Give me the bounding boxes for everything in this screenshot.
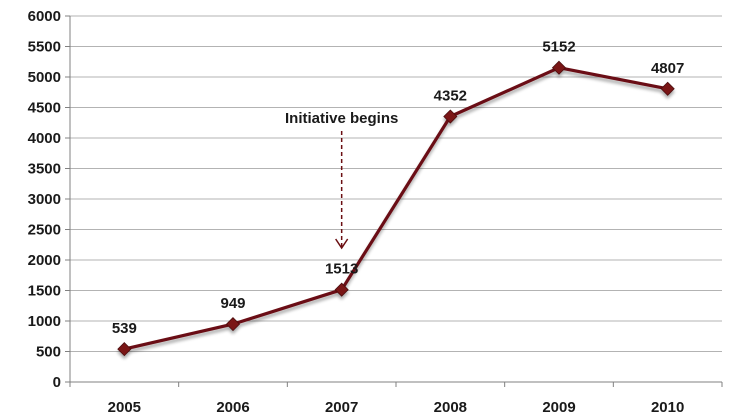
y-tick-label: 2000 xyxy=(28,252,61,269)
data-point xyxy=(660,81,675,96)
data-point xyxy=(334,282,349,297)
y-tick-label: 4500 xyxy=(28,100,61,117)
y-tick-label: 4000 xyxy=(28,130,61,147)
data-point xyxy=(443,109,458,124)
x-tick-label: 2009 xyxy=(542,399,575,416)
x-tick-label: 2006 xyxy=(216,399,249,416)
data-labels: 539 949 1513 4352 5152 4807 xyxy=(112,39,685,337)
x-tick-label: 2005 xyxy=(108,399,141,416)
x-tick-label: 2007 xyxy=(325,399,358,416)
y-tick-label: 1000 xyxy=(28,313,61,330)
y-tick-label: 1500 xyxy=(28,283,61,300)
annotation-arrow-head xyxy=(335,238,349,250)
data-label: 4807 xyxy=(651,60,684,77)
y-tick-label: 3500 xyxy=(28,161,61,178)
y-tick-label: 6000 xyxy=(28,8,61,25)
x-tick-label: 2010 xyxy=(651,399,684,416)
annotation-label: Initiative begins xyxy=(285,110,398,127)
data-label: 949 xyxy=(220,295,245,312)
data-point xyxy=(551,60,567,75)
x-axis: 2005 2006 2007 2008 2009 2010 xyxy=(69,381,723,416)
y-tick-label: 3000 xyxy=(28,191,61,208)
gridlines xyxy=(70,15,722,352)
y-axis: 0 500 1000 1500 2000 2500 3000 3500 4000 4500 5000… xyxy=(28,8,71,391)
series xyxy=(117,60,675,357)
data-label: 1513 xyxy=(325,261,358,278)
data-point xyxy=(225,317,241,332)
y-tick-label: 5000 xyxy=(28,69,61,86)
y-tick-label: 0 xyxy=(53,374,61,391)
data-label: 4352 xyxy=(434,88,467,105)
y-tick-label: 500 xyxy=(36,344,61,361)
y-tick-label: 2500 xyxy=(28,222,61,239)
x-tick-label: 2008 xyxy=(434,399,467,416)
y-tick-label: 5500 xyxy=(28,39,61,56)
data-label: 5152 xyxy=(542,39,575,56)
data-point xyxy=(117,342,132,357)
series-line xyxy=(122,66,670,351)
annotation: Initiative begins xyxy=(285,110,398,250)
data-label: 539 xyxy=(112,320,137,337)
